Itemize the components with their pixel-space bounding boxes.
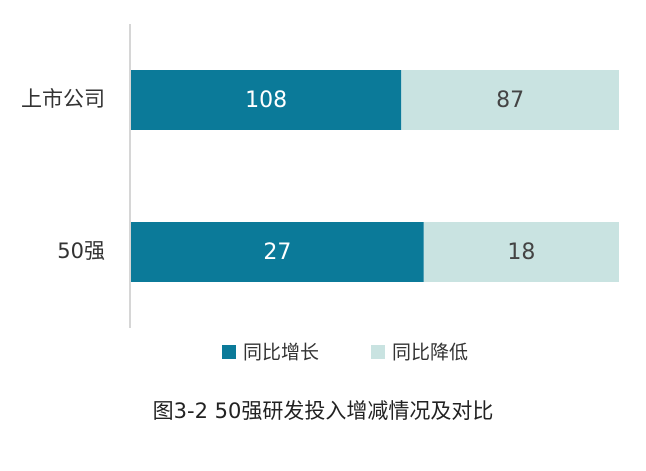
bar-segment	[401, 70, 619, 130]
bar-segment	[131, 222, 424, 282]
chart-title: 图3-2 50强研发投入增减情况及对比	[153, 399, 494, 423]
legend-swatch	[371, 345, 385, 359]
data-label: 108	[245, 88, 287, 113]
category-label: 50强	[57, 239, 105, 263]
data-label: 87	[496, 88, 524, 113]
category-label: 上市公司	[21, 87, 105, 111]
bar-segment	[131, 70, 402, 130]
legend-label: 同比降低	[392, 342, 468, 364]
legend-swatch	[222, 345, 236, 359]
bar-segment	[423, 222, 619, 282]
data-label: 18	[507, 240, 535, 265]
data-label: 27	[263, 240, 291, 265]
legend-label: 同比增长	[243, 342, 319, 364]
